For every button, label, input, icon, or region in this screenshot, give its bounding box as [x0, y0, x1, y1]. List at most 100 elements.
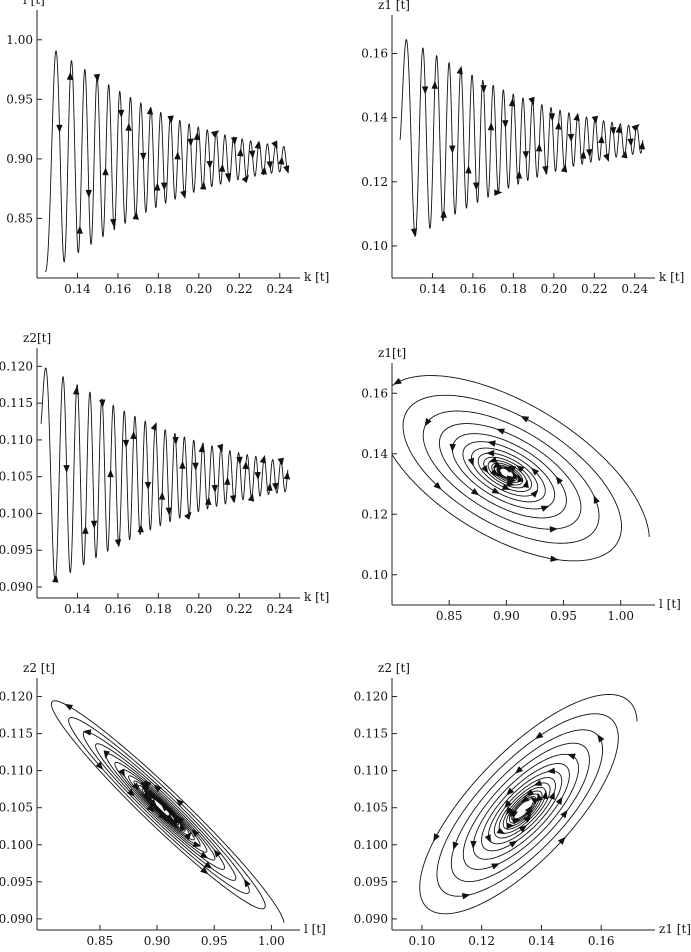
direction-arrow	[506, 787, 515, 796]
direction-arrow	[540, 505, 550, 512]
direction-arrow	[456, 65, 463, 75]
direction-arrow	[230, 137, 238, 146]
y-tick-label: 1.00	[6, 33, 33, 47]
trajectory-group	[399, 39, 646, 237]
direction-arrow	[93, 73, 100, 83]
direction-arrow	[140, 781, 149, 789]
x-tick-label: 0.18	[145, 602, 172, 616]
direction-arrow	[524, 805, 533, 814]
direction-arrow	[525, 789, 535, 796]
y-axis-label: l [t]	[23, 0, 45, 7]
x-tick-label: 0.22	[581, 282, 608, 296]
direction-arrow	[167, 115, 174, 124]
direction-arrow	[523, 814, 532, 823]
direction-arrow	[146, 804, 155, 813]
direction-arrow	[150, 422, 157, 431]
x-tick-label: 0.85	[87, 934, 114, 948]
direction-arrow	[579, 150, 587, 159]
direction-arrow	[496, 428, 505, 435]
x-tick-label: 0.85	[436, 609, 463, 623]
direction-arrow	[184, 511, 192, 520]
x-tick-label: 0.14	[64, 602, 91, 616]
trajectory-curve	[399, 39, 644, 237]
x-axis-label: l [t]	[304, 922, 326, 936]
direction-arrow	[560, 809, 568, 819]
direction-arrow	[114, 539, 122, 548]
direction-arrow	[449, 443, 456, 453]
direction-arrow	[557, 836, 566, 845]
direction-arrow	[502, 120, 509, 129]
y-axis-label: z1[t]	[378, 346, 406, 360]
direction-arrow	[266, 161, 273, 170]
direction-arrow	[103, 750, 110, 759]
direction-arrow	[224, 476, 231, 485]
direction-arrow	[621, 149, 628, 159]
phase-panel-3: 0.14 0.16 0.18 0.20 0.22 0.24 0.090 0.095 0.100 0…	[0, 331, 329, 616]
direction-arrow	[206, 160, 213, 169]
direction-arrow	[531, 467, 540, 476]
direction-arrow	[158, 812, 167, 821]
direction-arrow	[521, 795, 530, 803]
direction-arrow	[66, 71, 74, 80]
direction-arrow	[184, 831, 192, 841]
direction-arrow	[431, 80, 438, 89]
direction-arrow	[85, 189, 92, 198]
direction-arrow	[470, 840, 477, 849]
direction-arrow	[179, 460, 186, 469]
direction-arrow	[82, 729, 92, 736]
y-axis-label: z2[t]	[23, 331, 51, 345]
direction-arrow	[520, 415, 530, 423]
direction-arrow	[548, 791, 555, 800]
direction-arrow	[534, 731, 544, 740]
direction-arrow	[615, 124, 622, 134]
y-tick-label: 0.110	[0, 764, 33, 778]
direction-arrow	[393, 377, 402, 385]
trajectory-group	[44, 50, 290, 273]
direction-arrow	[472, 182, 480, 191]
x-tick-label: 0.90	[493, 609, 520, 623]
direction-arrow	[90, 520, 98, 529]
direction-arrow	[530, 489, 539, 498]
trajectory-group	[50, 700, 285, 923]
direction-arrow	[193, 131, 201, 141]
direction-arrow	[449, 145, 456, 154]
y-tick-label: 0.100	[0, 838, 33, 852]
direction-arrow	[153, 784, 162, 793]
direction-arrow	[494, 189, 503, 196]
x-tick-label: 0.24	[266, 282, 293, 296]
direction-arrow	[555, 121, 562, 130]
trajectory-curve	[44, 50, 289, 273]
direction-arrow	[237, 148, 244, 157]
y-tick-label: 0.115	[0, 727, 33, 741]
phase-panel-2: 0.14 0.16 0.18 0.20 0.22 0.24 0.10 0.12 0.14 0.16…	[361, 0, 684, 296]
direction-arrow	[236, 456, 243, 465]
direction-arrow	[511, 818, 521, 825]
y-tick-label: 0.120	[0, 690, 33, 704]
y-tick-label: 0.16	[361, 46, 388, 60]
direction-arrow	[488, 456, 498, 463]
direction-arrow	[139, 152, 147, 161]
direction-arrow	[597, 734, 605, 743]
x-tick-label: 0.22	[226, 282, 253, 296]
direction-arrow	[173, 816, 181, 826]
direction-arrow	[180, 822, 187, 832]
direction-arrow	[224, 173, 232, 182]
direction-arrow	[64, 703, 74, 711]
direction-arrow	[213, 849, 222, 858]
y-tick-label: 0.090	[0, 912, 33, 926]
y-tick-label: 0.16	[361, 386, 388, 400]
direction-arrow	[495, 470, 505, 478]
direction-arrow	[490, 468, 499, 477]
y-tick-label: 0.14	[361, 447, 388, 461]
direction-arrow	[467, 457, 474, 467]
direction-arrow	[518, 825, 527, 833]
direction-arrow	[140, 785, 150, 793]
direction-arrow	[82, 525, 89, 534]
direction-arrow	[516, 465, 525, 473]
direction-arrow	[165, 507, 172, 516]
direction-arrow	[272, 482, 279, 492]
y-tick-label: 0.090	[0, 580, 33, 594]
y-tick-label: 0.110	[354, 764, 388, 778]
direction-arrow	[192, 462, 199, 471]
